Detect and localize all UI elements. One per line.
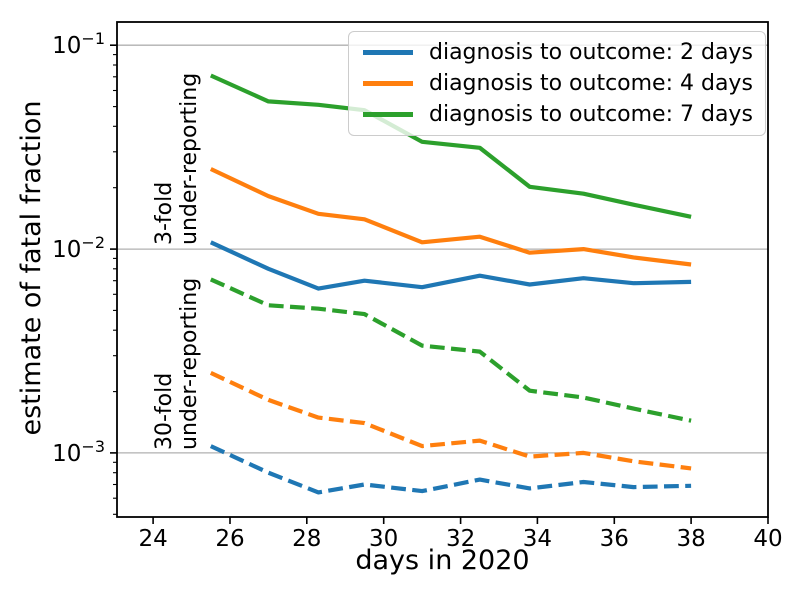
svg-text:28: 28	[292, 526, 321, 552]
annotation-30fold-under-reporting: 30-fold under-reporting	[152, 274, 202, 450]
svg-text:24: 24	[138, 526, 167, 552]
annotation-line: 3-fold	[152, 181, 177, 245]
svg-text:32: 32	[446, 526, 475, 552]
y-axis-label: estimate of fatal fraction	[16, 100, 47, 436]
annotation-line: under-reporting	[177, 277, 202, 450]
svg-text:36: 36	[600, 526, 629, 552]
legend-item-7-days: diagnosis to outcome: 7 days	[359, 99, 755, 130]
legend-item-2-days: diagnosis to outcome: 2 days	[359, 37, 755, 68]
legend-line-swatch-blue	[363, 50, 413, 55]
svg-text:30: 30	[369, 526, 398, 552]
svg-text:10−1: 10−1	[52, 29, 105, 59]
annotation-line: under-reporting	[177, 72, 202, 245]
svg-text:38: 38	[676, 526, 705, 552]
legend-line-swatch-orange	[363, 81, 413, 86]
svg-text:26: 26	[215, 526, 244, 552]
svg-text:34: 34	[523, 526, 552, 552]
legend-label: diagnosis to outcome: 7 days	[429, 102, 753, 127]
annotation-3fold-under-reporting: 3-fold under-reporting	[152, 69, 202, 245]
legend: diagnosis to outcome: 2 days diagnosis t…	[348, 31, 766, 136]
svg-text:10−2: 10−2	[52, 233, 105, 263]
legend-label: diagnosis to outcome: 4 days	[429, 71, 753, 96]
x-axis-label: days in 2020	[355, 545, 530, 576]
legend-line-swatch-green	[363, 112, 413, 117]
svg-text:10−3: 10−3	[52, 437, 105, 467]
legend-label: diagnosis to outcome: 2 days	[429, 40, 753, 65]
svg-text:40: 40	[753, 526, 782, 552]
annotation-line: 30-fold	[152, 372, 177, 450]
legend-item-4-days: diagnosis to outcome: 4 days	[359, 68, 755, 99]
